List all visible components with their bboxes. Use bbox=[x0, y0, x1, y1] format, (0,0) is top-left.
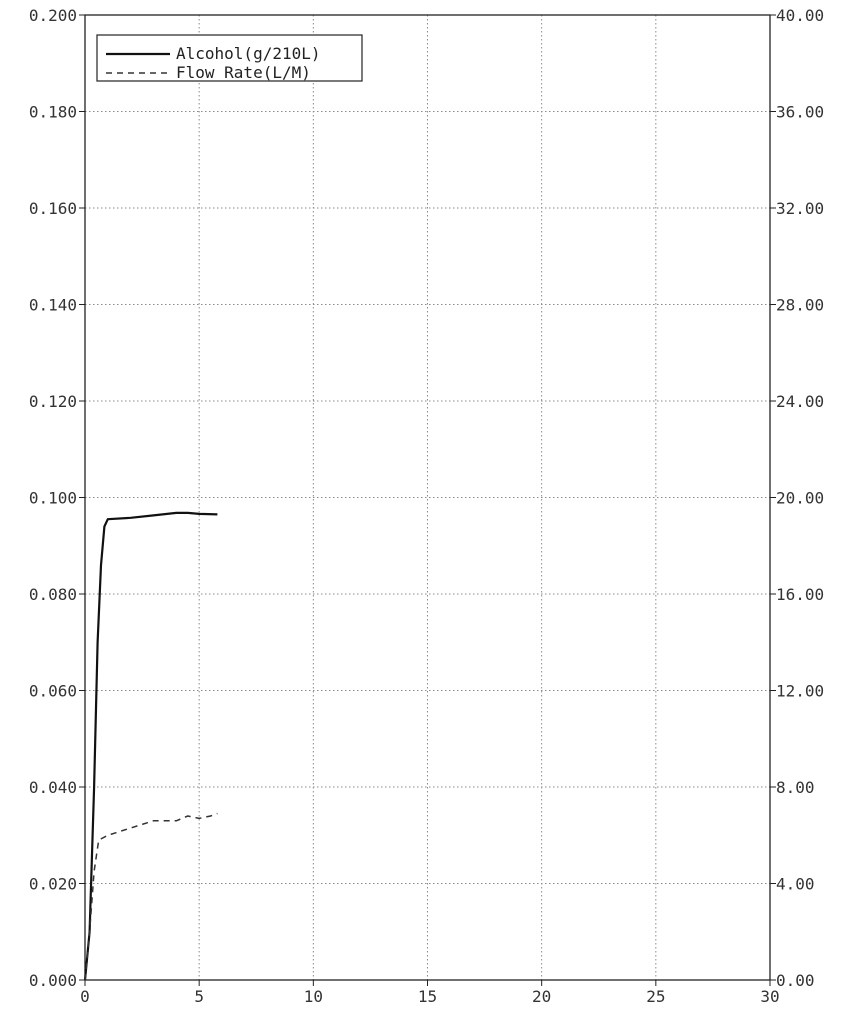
series-layer bbox=[83, 511, 218, 981]
y2-tick-label: 0.00 bbox=[776, 971, 815, 990]
x-tick-label: 10 bbox=[304, 987, 323, 1006]
y2-tick-label: 16.00 bbox=[776, 585, 824, 604]
y-tick-label: 0.100 bbox=[29, 489, 77, 508]
legend-label-flow-rate: Flow Rate(L/M) bbox=[176, 63, 311, 82]
series-line-alcohol bbox=[83, 511, 218, 981]
y2-tick-label: 12.00 bbox=[776, 682, 824, 701]
plot-frame bbox=[84, 14, 771, 981]
y2-tick-label: 4.00 bbox=[776, 875, 815, 894]
y-tick-label: 0.000 bbox=[29, 971, 77, 990]
x-tick-label: 15 bbox=[418, 987, 437, 1006]
y-tick-label: 0.040 bbox=[29, 778, 77, 797]
y2-tick-label: 36.00 bbox=[776, 103, 824, 122]
y-tick-label: 0.020 bbox=[29, 875, 77, 894]
y2-tick-label: 20.00 bbox=[776, 489, 824, 508]
x-tick-label: 0 bbox=[80, 987, 90, 1006]
y-tick-label: 0.180 bbox=[29, 103, 77, 122]
x-tick-label: 30 bbox=[760, 987, 779, 1006]
axis-layer: 0 5 10 15 20 25 30 0.000 0.020 0.040 0.060 0.080 0.1… bbox=[29, 6, 824, 1006]
y-tick-label: 0.060 bbox=[29, 682, 77, 701]
y-tick-label: 0.140 bbox=[29, 296, 77, 315]
series-line-flow-rate bbox=[84, 812, 218, 981]
y2-tick-label: 28.00 bbox=[776, 296, 824, 315]
x-tick-label: 5 bbox=[194, 987, 204, 1006]
y2-tick-label: 8.00 bbox=[776, 778, 815, 797]
y2-tick-label: 24.00 bbox=[776, 392, 824, 411]
legend: Alcohol(g/210L) Flow Rate(L/M) bbox=[96, 34, 363, 82]
legend-label-alcohol: Alcohol(g/210L) bbox=[176, 44, 321, 63]
y2-tick-label: 40.00 bbox=[776, 6, 824, 25]
y2-tick-label: 32.00 bbox=[776, 199, 824, 218]
y-tick-label: 0.200 bbox=[29, 6, 77, 25]
grid-layer bbox=[85, 15, 770, 980]
y-tick-label: 0.160 bbox=[29, 199, 77, 218]
x-tick-label: 20 bbox=[532, 987, 551, 1006]
y-tick-label: 0.080 bbox=[29, 585, 77, 604]
y-tick-label: 0.120 bbox=[29, 392, 77, 411]
x-tick-label: 25 bbox=[646, 987, 665, 1006]
legend-box bbox=[96, 34, 363, 82]
